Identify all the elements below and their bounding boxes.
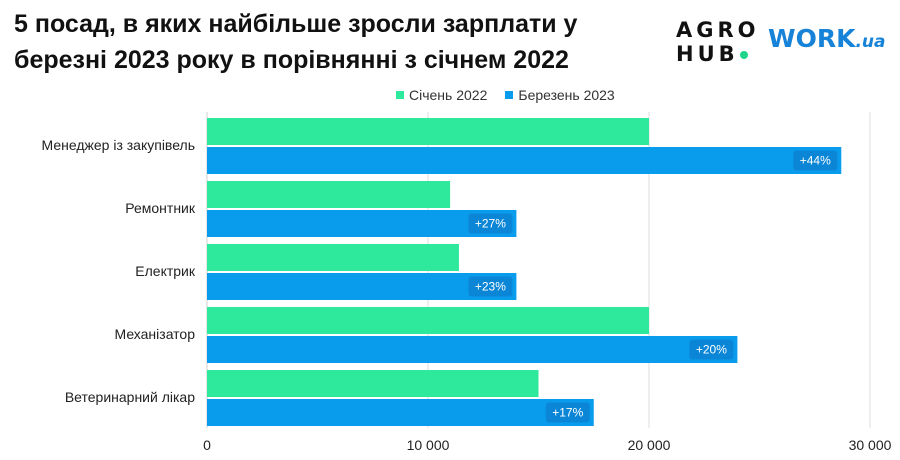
agrohub-logo-line2: HUB — [676, 42, 760, 66]
legend-swatch-jan2022 — [396, 91, 404, 99]
category-label-3: Механізатор — [115, 326, 196, 342]
bar-jan2022-1 — [207, 181, 451, 208]
chart-legend: Січень 2022 Березень 2023 — [396, 87, 615, 103]
category-label-0: Менеджер із закупівель — [42, 137, 195, 153]
x-tick-label-3: 30 000 — [849, 437, 892, 453]
category-label-1: Ремонтник — [125, 200, 196, 216]
bar-mar2023-1 — [207, 210, 517, 237]
x-tick-label-1: 10 000 — [407, 437, 450, 453]
data-label-3: +20% — [696, 343, 727, 357]
data-label-0: +44% — [800, 154, 831, 168]
x-tick-label-0: 0 — [203, 437, 211, 453]
x-tick-label-2: 20 000 — [628, 437, 671, 453]
bar-jan2022-2 — [207, 244, 459, 271]
data-label-box-3 — [689, 339, 734, 360]
data-label-box-0 — [793, 150, 838, 171]
data-label-box-2 — [468, 276, 513, 297]
bar-mar2023-2 — [207, 273, 517, 300]
work-ua-logo-suffix: .ua — [855, 32, 886, 52]
data-label-box-4 — [545, 402, 590, 423]
category-label-2: Електрик — [135, 263, 196, 279]
category-label-4: Ветеринарний лікар — [65, 389, 195, 405]
bar-mar2023-3 — [207, 336, 738, 363]
chart-title: 5 посад, в яких найбільше зросли зарплат… — [14, 10, 578, 74]
legend-label-jan2022: Січень 2022 — [409, 87, 488, 103]
bar-mar2023-4 — [207, 399, 594, 426]
data-label-4: +17% — [552, 406, 583, 420]
work-ua-logo: WORK.ua — [768, 24, 886, 53]
agrohub-logo: AGRO HUB — [676, 18, 760, 66]
bar-mar2023-0 — [207, 147, 842, 174]
work-ua-logo-main: WORK — [768, 24, 856, 53]
legend-item-jan2022: Січень 2022 — [396, 87, 487, 103]
agrohub-logo-hub: HUB — [676, 42, 739, 66]
data-label-box-1 — [468, 213, 513, 234]
logos: AGRO HUB WORK.ua — [676, 18, 896, 68]
agrohub-logo-line1: AGRO — [676, 18, 760, 42]
data-label-2: +23% — [475, 280, 506, 294]
legend-label-mar2023: Березень 2023 — [518, 87, 615, 103]
legend-swatch-mar2023 — [505, 91, 514, 99]
bar-jan2022-0 — [207, 118, 649, 145]
bar-jan2022-4 — [207, 370, 539, 397]
agrohub-dot-icon — [739, 51, 748, 59]
data-label-1: +27% — [475, 217, 506, 231]
bar-jan2022-3 — [207, 307, 649, 334]
legend-item-mar2023: Березень 2023 — [505, 87, 615, 103]
